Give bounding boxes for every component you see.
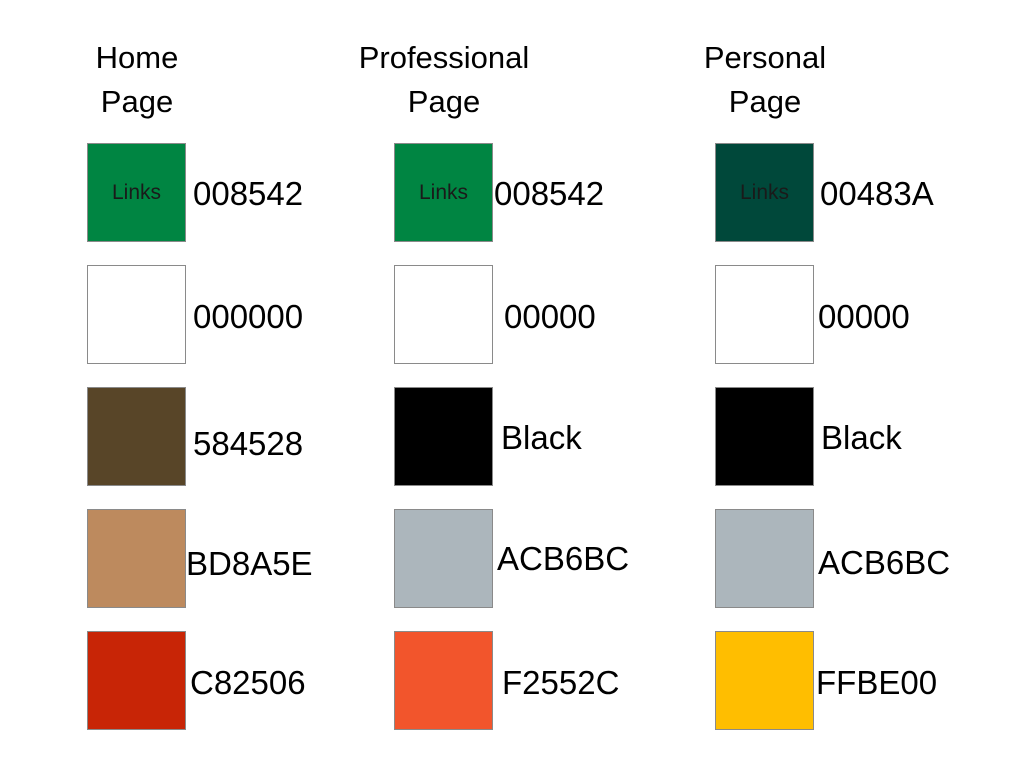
color-swatch — [715, 265, 814, 364]
title-line: Professional — [358, 40, 530, 75]
color-swatch — [394, 509, 493, 608]
color-swatch — [715, 631, 814, 730]
hex-code: 008542 — [494, 175, 605, 212]
color-swatch — [394, 631, 493, 730]
title-line: Page — [100, 84, 174, 119]
color-swatch — [715, 387, 814, 486]
hex-code: 008542 — [193, 175, 304, 212]
color-swatch — [87, 265, 186, 364]
hex-code: 00483A — [820, 175, 934, 212]
column-title-personal: Personal Page — [690, 36, 840, 124]
hex-code: BD8A5E — [186, 545, 313, 582]
hex-code: 584528 — [193, 425, 304, 462]
color-swatch — [394, 387, 493, 486]
hex-code: 000000 — [193, 298, 304, 335]
color-swatch: Links — [715, 143, 814, 242]
color-swatch — [87, 387, 186, 486]
column-title-home: Home Page — [87, 36, 187, 124]
color-swatch — [715, 509, 814, 608]
hex-code: 00000 — [818, 298, 910, 335]
color-swatch: Links — [394, 143, 493, 242]
column-title-professional: Professional Page — [344, 36, 544, 124]
color-swatch — [87, 631, 186, 730]
hex-code: FFBE00 — [816, 664, 938, 701]
hex-code: Black — [821, 419, 902, 456]
title-line: Page — [407, 84, 481, 119]
swatch-label: Links — [111, 180, 162, 204]
color-swatch: Links — [87, 143, 186, 242]
hex-code: ACB6BC — [818, 544, 951, 581]
title-line: Page — [728, 84, 802, 119]
title-line: Personal — [703, 40, 827, 75]
hex-code: ACB6BC — [497, 540, 630, 577]
hex-code: F2552C — [502, 664, 620, 701]
color-swatch — [87, 509, 186, 608]
hex-code: Black — [501, 419, 582, 456]
hex-code: C82506 — [190, 664, 306, 701]
color-swatch — [394, 265, 493, 364]
title-line: Home — [95, 40, 179, 75]
hex-code: 00000 — [504, 298, 596, 335]
swatch-label: Links — [739, 180, 790, 204]
swatch-label: Links — [418, 180, 469, 204]
